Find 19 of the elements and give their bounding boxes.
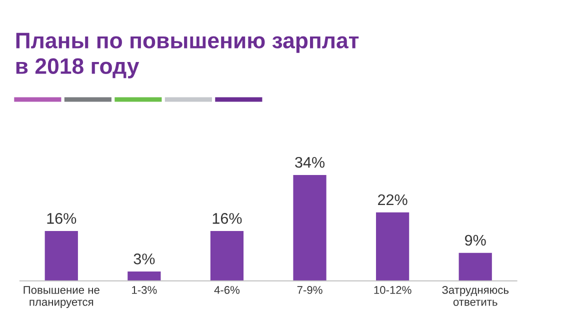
chart-title: Планы по повышению зарплат в 2018 году — [16, 32, 359, 78]
x-tick-label: 1-3% — [132, 286, 157, 294]
data-label: 16% — [212, 213, 242, 224]
bar — [44, 231, 78, 281]
bar — [376, 212, 410, 281]
x-tick-label: 10-12% — [374, 286, 412, 294]
x-tick-label: Затрудняюсь ответить — [442, 286, 509, 306]
bar — [210, 231, 244, 281]
bar — [458, 252, 492, 281]
bar — [128, 272, 161, 281]
x-tick-label: Повышение не планируется — [24, 286, 100, 308]
x-tick-label: 7-9% — [297, 286, 322, 294]
data-label: 9% — [465, 234, 486, 246]
data-label: 3% — [134, 254, 155, 264]
data-label: 16% — [47, 213, 76, 224]
x-tick-label: 4-6% — [214, 286, 240, 294]
data-label: 34% — [295, 156, 325, 168]
bar — [293, 174, 326, 281]
data-label: 22% — [378, 194, 408, 206]
